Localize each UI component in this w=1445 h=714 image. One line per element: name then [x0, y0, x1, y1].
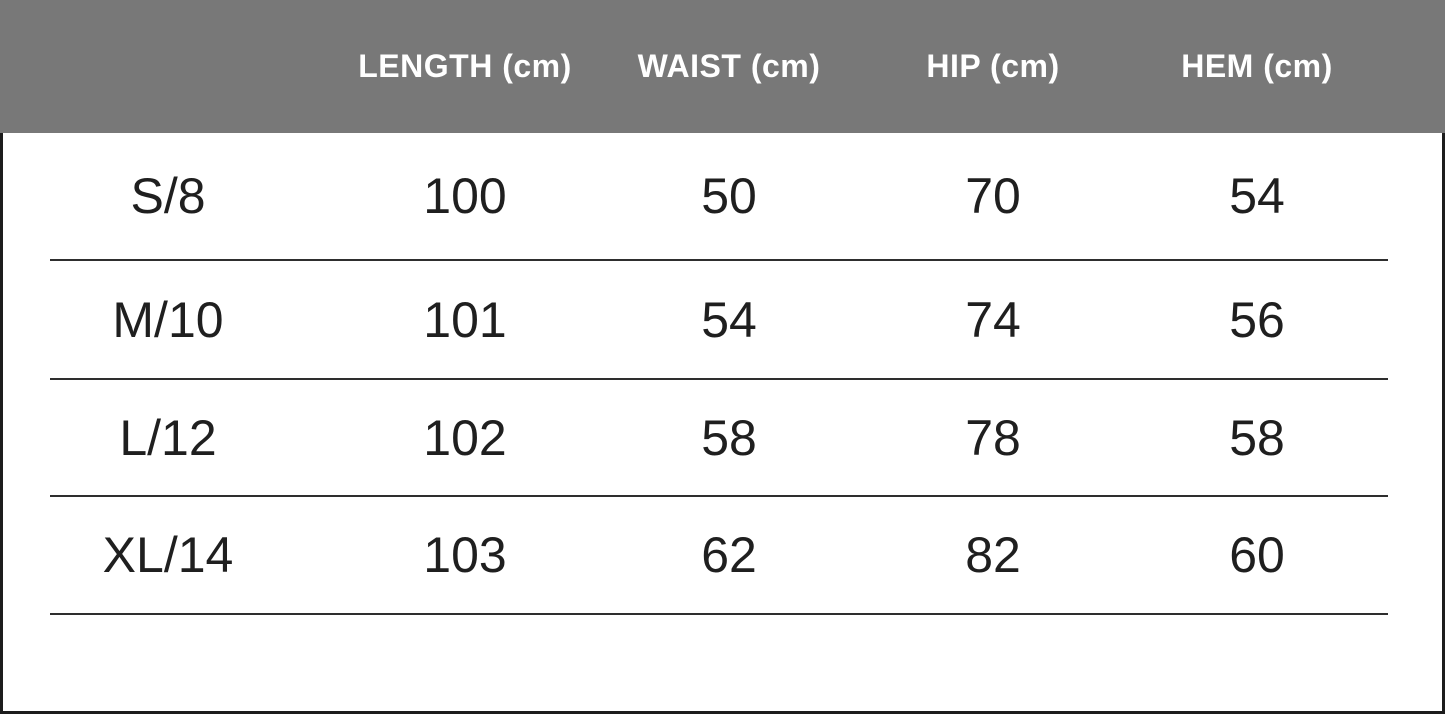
- waist-cell: 58: [701, 409, 757, 466]
- hem-cell: 58: [1229, 409, 1285, 466]
- length-cell: 102: [423, 409, 507, 466]
- hem-cell: 60: [1229, 527, 1285, 583]
- column-header-length: LENGTH (cm): [358, 48, 572, 84]
- size-cell: M/10: [112, 291, 224, 348]
- hip-cell: 78: [965, 409, 1021, 466]
- hip-cell: 82: [965, 527, 1021, 583]
- table-row-m10: M/10 101 54 74 56: [3, 261, 1442, 378]
- hem-cell: 54: [1229, 168, 1285, 224]
- row-divider: [50, 259, 1388, 261]
- column-header-size: [0, 0, 333, 133]
- row-divider: [50, 495, 1388, 497]
- column-header-waist: WAIST (cm): [637, 48, 821, 84]
- hem-cell: 56: [1229, 291, 1285, 348]
- column-header-hem: HEM (cm): [1181, 48, 1333, 84]
- column-header-hip: HIP (cm): [926, 48, 1060, 84]
- size-cell: L/12: [119, 409, 217, 466]
- length-cell: 103: [423, 527, 507, 583]
- table-row-l12: L/12 102 58 78 58: [3, 380, 1442, 495]
- row-divider: [50, 613, 1388, 615]
- waist-cell: 50: [701, 168, 757, 224]
- table-header-row: LENGTH (cm) WAIST (cm) HIP (cm) HEM (cm): [0, 0, 1445, 133]
- hip-cell: 74: [965, 291, 1021, 348]
- size-cell: XL/14: [102, 527, 234, 583]
- size-cell: S/8: [130, 168, 206, 224]
- table-row-xl14: XL/14 103 62 82 60: [3, 497, 1442, 613]
- table-row-s8: S/8 100 50 70 54: [3, 133, 1442, 259]
- length-cell: 100: [423, 168, 507, 224]
- row-divider: [50, 378, 1388, 380]
- waist-cell: 62: [701, 527, 757, 583]
- table-body: S/8 100 50 70 54 M/10 101 54 74 56 L/12 …: [0, 133, 1445, 714]
- length-cell: 101: [423, 291, 507, 348]
- hip-cell: 70: [965, 168, 1021, 224]
- waist-cell: 54: [701, 291, 757, 348]
